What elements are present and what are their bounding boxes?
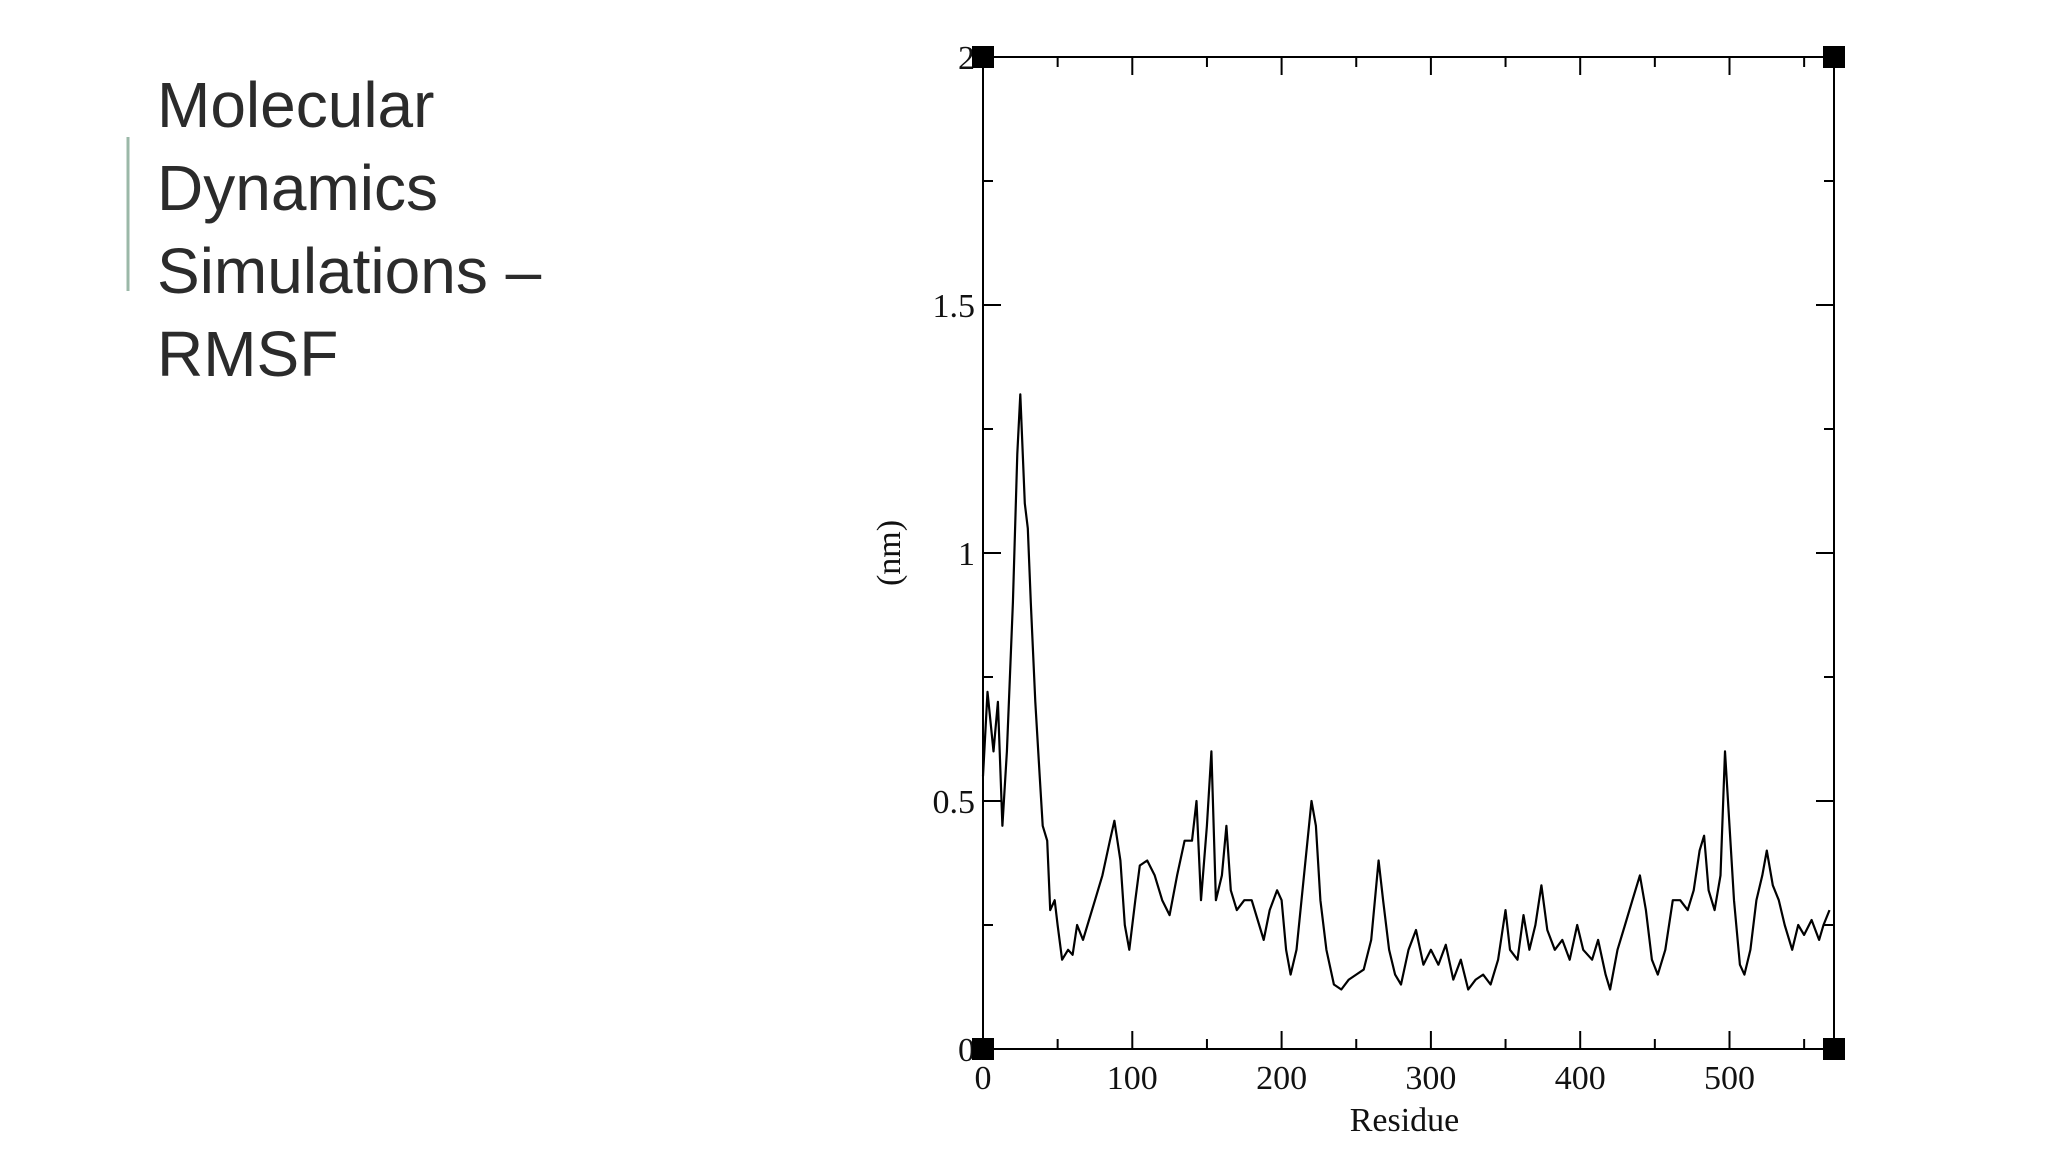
corner-handle <box>972 46 994 68</box>
x-axis-label: Residue <box>1350 1102 1460 1139</box>
y-tick-label: 1 <box>958 536 975 573</box>
title-line: Dynamics <box>157 152 438 224</box>
corner-handle <box>1823 46 1845 68</box>
y-tick-label: 0 <box>958 1032 975 1069</box>
corner-handle <box>1823 1038 1845 1060</box>
x-tick-label: 300 <box>1405 1060 1456 1097</box>
title-line: Molecular <box>157 69 434 141</box>
x-tick-label: 200 <box>1256 1060 1307 1097</box>
corner-handle <box>972 1038 994 1060</box>
slide-title: Molecular Dynamics Simulations – RMSF <box>157 69 542 390</box>
rmsf-line <box>981 393 1831 991</box>
title-line: Simulations – <box>157 235 542 307</box>
y-tick-label: 1.5 <box>933 288 976 325</box>
x-tick-label: 500 <box>1704 1060 1755 1097</box>
x-tick-label: 400 <box>1555 1060 1606 1097</box>
y-tick-label: 2 <box>958 40 975 77</box>
title-line: RMSF <box>157 318 338 390</box>
chart: 0 100 200 300 400 500 0 0.5 1 1.5 2 Residue (nm) <box>871 40 1845 1139</box>
y-tick-label: 0.5 <box>933 784 976 821</box>
x-tick-label: 100 <box>1107 1060 1158 1097</box>
x-tick-label: 0 <box>975 1060 992 1097</box>
y-axis-label: (nm) <box>871 520 908 586</box>
